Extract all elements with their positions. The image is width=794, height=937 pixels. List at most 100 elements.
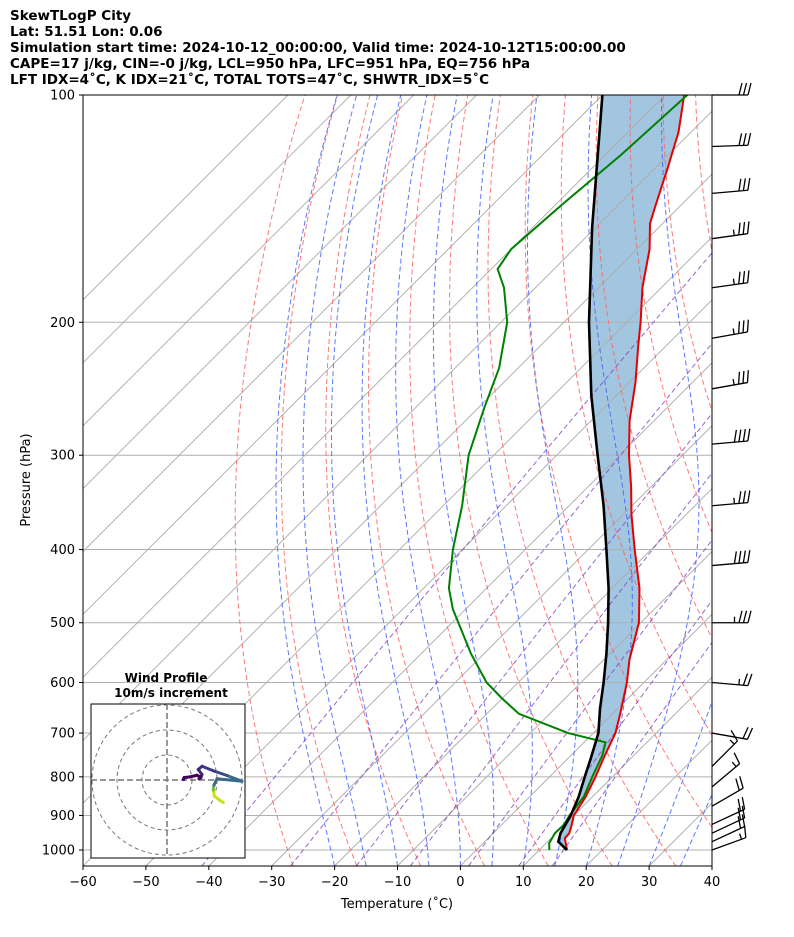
hodograph-trace-segment (225, 774, 244, 783)
x-tick-label: 20 (578, 875, 595, 890)
cape-line: CAPE=17 j/kg, CIN=-0 j/kg, LCL=950 hPa, … (10, 56, 531, 72)
dry-adiabat-line (409, 95, 549, 866)
wind-barb-feather (738, 82, 743, 96)
x-tick-label: −50 (132, 875, 159, 890)
indices-line: LFT IDX=4˚C, K IDX=21˚C, TOTAL TOTS=47˚C… (10, 72, 490, 88)
wind-barb-feather (742, 133, 747, 146)
x-tick-label: 0 (456, 875, 464, 890)
isotherm-line (83, 95, 603, 616)
wind-barb-half-feather (732, 229, 735, 236)
wind-barb-feather (737, 807, 742, 820)
wind-barb-feather (738, 133, 743, 146)
wind-barb-shaft (711, 817, 745, 834)
wind-barb-shaft (711, 189, 748, 195)
x-tick-label: −10 (384, 875, 411, 890)
wind-barb-half-feather (738, 678, 741, 685)
isotherm-line (83, 110, 712, 741)
wind-barb-half-feather (732, 278, 735, 285)
wind-barb-feather (738, 550, 742, 564)
wind-barb-feather (739, 776, 744, 789)
dry-adiabat-line (368, 95, 485, 866)
wind-barb-feather (747, 132, 752, 146)
x-tick-label: 40 (704, 875, 721, 890)
dry-adiabats (234, 95, 794, 866)
dry-adiabat-line (234, 95, 306, 866)
y-tick-label: 1000 (42, 844, 75, 859)
wind-barb-feather (735, 778, 740, 791)
isotherm-line (397, 550, 712, 866)
wind-barb-feather (747, 177, 751, 191)
wind-barbs (711, 82, 754, 851)
moist-adiabat-line (302, 95, 367, 866)
wind-barb-shaft (711, 144, 749, 148)
wind-barb-feather (747, 270, 750, 283)
wind-barb-shaft (711, 440, 748, 445)
mixing-ratio-line (468, 539, 712, 866)
mixing-ratio-line (290, 342, 712, 866)
wind-barb-feather (742, 221, 746, 235)
hodograph-trace-segment (213, 769, 229, 777)
isotherm-line (208, 362, 712, 866)
moist-adiabat-line (432, 95, 495, 866)
dry-adiabat-line (449, 95, 613, 866)
isotherm-line (83, 95, 477, 490)
dry-adiabat-line (728, 95, 794, 866)
x-tick-label: 10 (515, 875, 532, 890)
hodograph-subtitle: 10m/s increment (114, 686, 228, 700)
wind-barb-feather (742, 429, 746, 442)
wind-barb-feather (741, 814, 746, 827)
y-tick-label: 700 (50, 727, 75, 742)
wind-barb-feather (738, 178, 742, 192)
wind-barb-feather (738, 491, 742, 504)
hodograph: Wind Profile 10m/s increment (90, 671, 246, 859)
x-tick-label: 30 (641, 875, 658, 890)
wind-barb-half-feather (732, 378, 735, 386)
isotherm-line (83, 95, 289, 301)
wind-barb-feather (737, 816, 742, 829)
chart-header: SkewTLogP City Lat: 51.51 Lon: 0.06 Simu… (10, 8, 626, 88)
x-tick-label: −30 (258, 875, 285, 890)
temperature-line (563, 95, 686, 851)
y-axis-title: Pressure (hPa) (19, 433, 34, 526)
wind-barb-feather (733, 429, 737, 443)
y-tick-label: 300 (50, 449, 75, 464)
isotherm-line (334, 487, 712, 866)
isotherm-line (711, 865, 712, 866)
wind-barb-shaft (711, 681, 748, 687)
wind-barb-feather (738, 271, 741, 285)
wind-barb-feather (742, 370, 745, 384)
wind-barb-half-feather (738, 833, 743, 840)
wind-barb-feather (747, 490, 751, 503)
wind-barb-shaft (711, 233, 748, 240)
wind-barb-shaft (711, 561, 748, 567)
dry-adiabat-line (761, 95, 794, 866)
wind-barb-half-feather (733, 497, 736, 504)
isotherm-line (522, 676, 712, 866)
wind-barb-feather (742, 178, 746, 191)
wind-barb-feather (742, 610, 748, 623)
wind-barb-feather (742, 550, 746, 563)
mixing-ratio-line (518, 599, 712, 866)
wind-barb-shaft (711, 740, 738, 767)
moist-adiabat-line (617, 95, 700, 866)
dry-adiabat-line (695, 95, 712, 254)
wind-barb-feather (738, 222, 741, 236)
y-axis: 100 200 300 400 500 600 700 800 900 1000 (42, 89, 83, 859)
hodograph-trace-segment (200, 764, 216, 773)
wind-barb-feather (747, 550, 751, 563)
hodograph-trace-segment (182, 776, 186, 781)
wind-barb-feather (747, 221, 750, 234)
wind-barb-feather (747, 673, 753, 686)
y-tick-label: 200 (50, 316, 75, 331)
isotherm-line (83, 95, 540, 553)
isotherm-line (83, 95, 352, 364)
wind-barb-feather (742, 270, 746, 284)
mixing-ratio-line (355, 412, 712, 866)
y-tick-label: 100 (50, 89, 75, 104)
mixing-ratio-line (409, 472, 712, 866)
wind-barb-feather (746, 319, 749, 333)
wind-barb-feather (747, 610, 752, 623)
wind-barb-feather (747, 428, 751, 442)
x-tick-label: −60 (69, 875, 96, 890)
wind-barb-feather (737, 798, 742, 812)
